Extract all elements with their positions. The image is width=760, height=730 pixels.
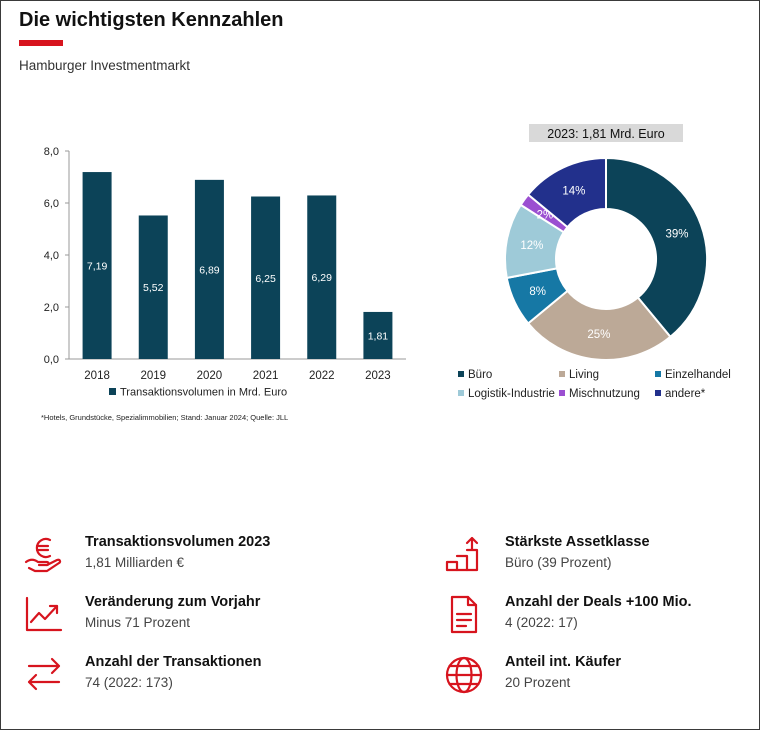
- page-subtitle: Hamburger Investmentmarkt: [19, 58, 191, 73]
- donut-slice: [526, 289, 672, 361]
- trend-chart-icon: [25, 596, 63, 632]
- document-icon: [450, 595, 478, 634]
- exchange-arrows-icon: [27, 657, 61, 691]
- kpi-title: Stärkste Assetklasse: [505, 534, 650, 550]
- bar: [363, 311, 393, 359]
- bar: [194, 179, 224, 359]
- donut-title-box: [529, 124, 683, 142]
- bar-chart: 0,0 2,0 4,0 6,0 8,0 7,19 2018 5,52 2019 6,89 2020 6…: [44, 146, 406, 399]
- bar-data-label: 5,52: [143, 282, 164, 294]
- x-tick-label: 2019: [140, 370, 166, 382]
- legend-label: Büro: [468, 369, 492, 381]
- kpi-value: 1,81 Milliarden €: [85, 555, 185, 570]
- donut-data-label: 12%: [520, 240, 543, 252]
- kpi-change-previous-year: Veränderung zum Vorjahr Minus 71 Prozent: [23, 594, 323, 644]
- legend-swatch: [458, 390, 464, 396]
- kpi-title: Anteil int. Käufer: [505, 654, 622, 670]
- legend-swatch: [655, 390, 661, 396]
- kpi-title: Anzahl der Deals +100 Mio.: [505, 594, 692, 610]
- legend-label: Logistik-Industrie: [468, 388, 555, 400]
- bar-data-label: 7,19: [87, 261, 108, 273]
- legend-swatch: [458, 371, 464, 377]
- x-tick-label: 2018: [84, 370, 110, 382]
- kpi-title: Transaktionsvolumen 2023: [85, 534, 271, 550]
- kpi-strongest-asset-class: Stärkste Assetklasse Büro (39 Prozent): [443, 534, 743, 584]
- donut-chart: 2023: 1,81 Mrd. Euro39%25%8%12%2%14%Büro…: [458, 124, 731, 400]
- footnote: *Hotels, Grundstücke, Spezialimmobilien;…: [41, 413, 289, 422]
- legend-swatch: [559, 371, 565, 377]
- legend-swatch: [559, 390, 565, 396]
- bar-data-label: 1,81: [368, 330, 389, 342]
- kpi-value: 74 (2022: 173): [85, 675, 173, 690]
- kpi-value: 4 (2022: 17): [505, 615, 578, 630]
- bar: [82, 172, 112, 359]
- y-tick-label: 6,0: [44, 198, 59, 210]
- globe-icon: [445, 656, 483, 694]
- y-tick-label: 8,0: [44, 146, 59, 158]
- kpi-deals-over-100m: Anzahl der Deals +100 Mio. 4 (2022: 17): [443, 594, 743, 644]
- kpi-title: Veränderung zum Vorjahr: [85, 594, 261, 610]
- legend-swatch: [655, 371, 661, 377]
- kpi-value: Minus 71 Prozent: [85, 615, 191, 630]
- x-tick-label: 2021: [253, 370, 279, 382]
- title-underline: [19, 40, 63, 46]
- bar: [307, 195, 337, 359]
- kpi-value: 20 Prozent: [505, 675, 571, 690]
- bar: [138, 215, 168, 359]
- kpi-value: Büro (39 Prozent): [505, 555, 612, 570]
- donut-slice: [605, 156, 708, 339]
- legend-swatch: [109, 388, 116, 395]
- legend-label: Transaktionsvolumen in Mrd. Euro: [120, 387, 287, 399]
- donut-title: 2023: 1,81 Mrd. Euro: [547, 127, 664, 141]
- kpi-transaction-volume: Transaktionsvolumen 2023 1,81 Milliarden…: [23, 534, 323, 584]
- kpi-international-buyers: Anteil int. Käufer 20 Prozent: [443, 654, 743, 704]
- x-tick-label: 2022: [309, 370, 335, 382]
- bar-data-label: 6,25: [255, 273, 276, 285]
- bar: [251, 196, 281, 359]
- bar-data-label: 6,29: [312, 272, 333, 284]
- donut-slice: [526, 156, 607, 229]
- donut-data-label: 39%: [666, 228, 689, 240]
- page-title: Die wichtigsten Kennzahlen: [19, 9, 284, 31]
- x-tick-label: 2020: [197, 370, 223, 382]
- legend-label: Einzelhandel: [665, 369, 731, 381]
- euro-hand-icon: [24, 537, 62, 573]
- donut-data-label: 8%: [529, 286, 546, 298]
- legend-label: andere*: [665, 388, 706, 400]
- y-tick-label: 0,0: [44, 354, 59, 366]
- kpi-title: Anzahl der Transaktionen: [85, 654, 262, 670]
- growth-bars-icon: [445, 536, 479, 572]
- y-tick-label: 4,0: [44, 250, 59, 262]
- legend-label: Living: [569, 369, 599, 381]
- y-tick-label: 2,0: [44, 302, 59, 314]
- bar-data-label: 6,89: [199, 264, 220, 276]
- x-tick-label: 2023: [365, 370, 391, 382]
- donut-data-label: 14%: [562, 186, 585, 198]
- kpi-transaction-count: Anzahl der Transaktionen 74 (2022: 173): [23, 654, 323, 704]
- donut-data-label: 25%: [587, 329, 610, 341]
- legend-label: Mischnutzung: [569, 388, 640, 400]
